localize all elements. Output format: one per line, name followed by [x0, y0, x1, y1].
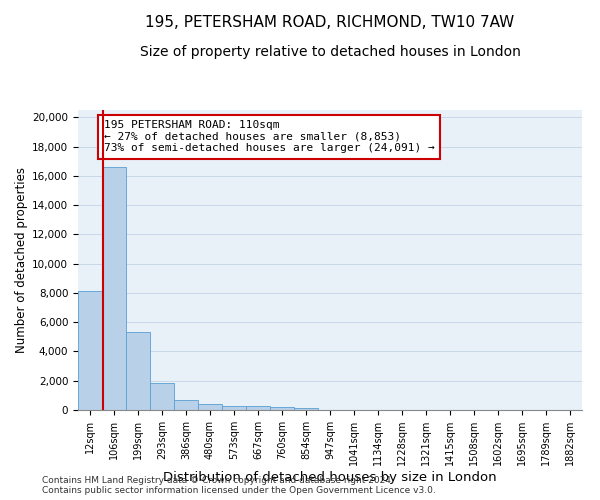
Bar	[102, 167, 126, 410]
Bar	[246, 406, 270, 410]
Text: Contains HM Land Registry data © Crown copyright and database right 2024.
Contai: Contains HM Land Registry data © Crown c…	[42, 476, 436, 495]
Bar	[294, 408, 318, 410]
Text: 195 PETERSHAM ROAD: 110sqm
← 27% of detached houses are smaller (8,853)
73% of s: 195 PETERSHAM ROAD: 110sqm ← 27% of deta…	[104, 120, 434, 154]
Text: 195, PETERSHAM ROAD, RICHMOND, TW10 7AW: 195, PETERSHAM ROAD, RICHMOND, TW10 7AW	[145, 15, 515, 30]
Bar	[126, 332, 150, 410]
Text: Size of property relative to detached houses in London: Size of property relative to detached ho…	[140, 45, 520, 59]
Bar	[270, 407, 294, 410]
Bar	[150, 383, 174, 410]
Bar	[78, 292, 102, 410]
Bar	[222, 406, 246, 410]
Bar	[174, 400, 198, 410]
Y-axis label: Number of detached properties: Number of detached properties	[15, 167, 28, 353]
Bar	[198, 404, 222, 410]
X-axis label: Distribution of detached houses by size in London: Distribution of detached houses by size …	[163, 471, 497, 484]
